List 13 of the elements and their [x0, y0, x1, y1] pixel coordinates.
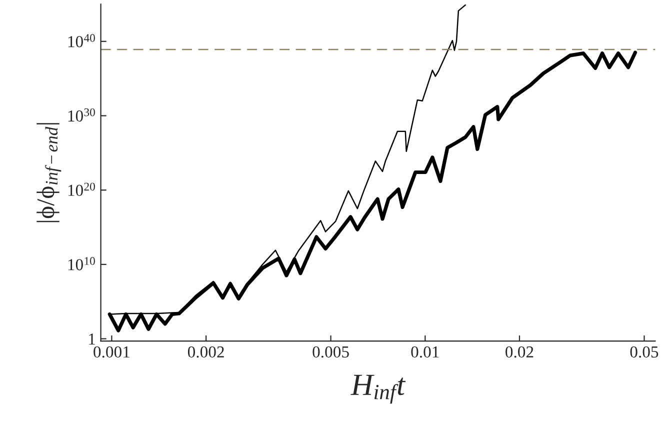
x-tick-label: 0.01	[411, 346, 439, 358]
x-tick-label: 0.001	[94, 346, 130, 358]
y-axis-title: |ϕ/ϕ$_{inf−end}$|	[36, 123, 62, 222]
x-tick-label: 0.002	[188, 346, 224, 358]
y-tick-label: 10$^{20}$	[68, 182, 95, 196]
y-tick-label: 10$^{40}$	[68, 34, 95, 48]
x-tick-label: 0.005	[312, 346, 349, 358]
y-tick-label: 10$^{10}$	[68, 257, 95, 270]
x-axis-title: H$_{inf}$t	[350, 374, 406, 404]
y-tick-label: 10$^{30}$	[68, 108, 95, 122]
x-tick-label: 0.02	[506, 346, 534, 358]
y-tick-label: 1	[89, 334, 95, 345]
x-tick-label: 0.05	[630, 346, 658, 358]
